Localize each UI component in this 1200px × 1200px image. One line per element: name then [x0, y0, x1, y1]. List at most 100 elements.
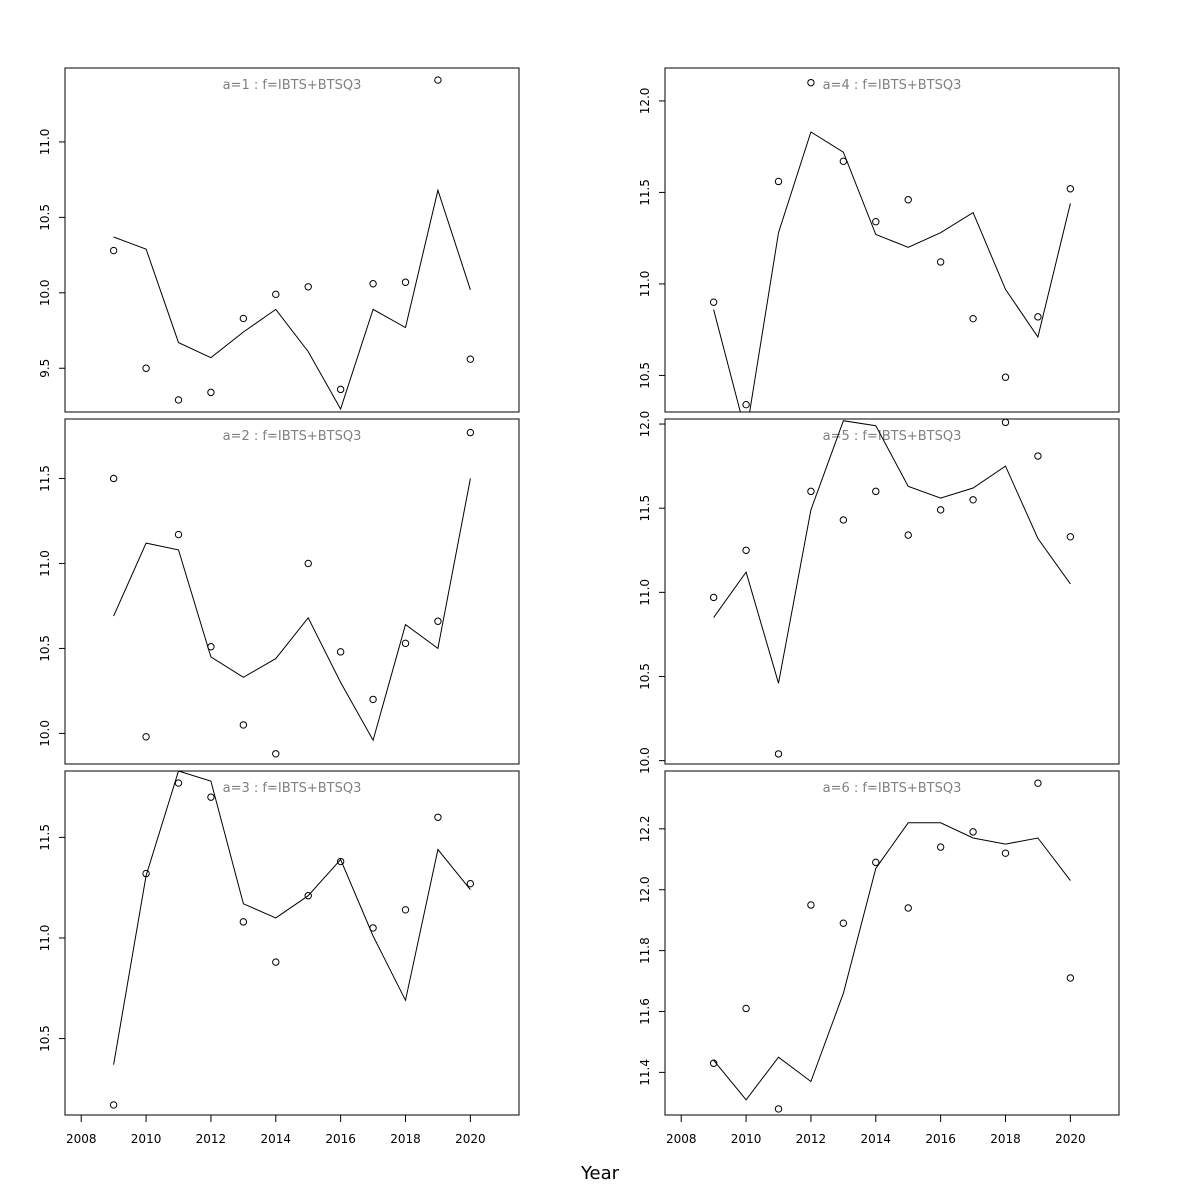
observed-point	[401, 639, 410, 648]
panel-6: 11.4 11.6 11.8 12.0 12.2 a=6 : f=IBTS+BTSQ3	[638, 770, 1120, 1116]
y-tick-label: 11.5	[38, 465, 52, 492]
y-tick-label: 12.2	[638, 815, 652, 842]
observed-point	[1066, 533, 1075, 541]
observed-point	[207, 793, 215, 801]
y-tick-label: 11.0	[38, 129, 52, 156]
observed-point	[336, 857, 345, 866]
observed-point	[742, 400, 750, 409]
observed-point	[272, 958, 280, 966]
x-tick-label: 2008	[666, 1132, 697, 1146]
fitted-line	[113, 478, 471, 742]
y-tick-label: 11.5	[38, 824, 52, 851]
observed-point	[239, 314, 248, 323]
observed-point	[807, 487, 815, 496]
observed-point	[434, 617, 442, 625]
data-layer	[709, 419, 1075, 758]
observed-point	[466, 428, 475, 437]
panel-title: a=1 : f=IBTS+BTSQ3	[223, 78, 362, 93]
observed-point	[466, 879, 475, 888]
observed-point	[142, 869, 150, 878]
y-tick-label: 11.0	[38, 550, 52, 577]
observed-point	[336, 385, 345, 394]
observed-point	[1066, 185, 1075, 193]
y-tick-label: 10.5	[638, 663, 652, 690]
x-tick-label: 2012	[796, 1132, 827, 1146]
panel-title: a=4 : f=IBTS+BTSQ3	[823, 78, 962, 93]
panel-frame	[664, 418, 1120, 765]
observed-point	[109, 1101, 118, 1109]
y-tick-label: 11.0	[38, 925, 52, 952]
observed-point	[807, 78, 815, 87]
y-tick-label: 11.5	[638, 179, 652, 206]
observed-point	[207, 643, 215, 651]
panel-2: 10.5 11.0 11.5 12.0 a=4 : f=IBTS+BTSQ3	[638, 67, 1120, 413]
y-tick-label: 12.0	[638, 88, 652, 115]
data-layer	[109, 771, 475, 1109]
y-tick-label: 12.0	[638, 876, 652, 903]
observed-point	[304, 892, 312, 900]
observed-point	[839, 516, 848, 524]
observed-point	[872, 858, 880, 867]
observed-point	[401, 906, 410, 914]
panel-1: 9.5 10.0 10.5 11.0 a=1 : f=IBTS+BTSQ3	[38, 67, 520, 413]
panel-title: a=2 : f=IBTS+BTSQ3	[223, 429, 362, 444]
panel-frame	[64, 770, 520, 1116]
x-tick-label: 2012	[196, 1132, 227, 1146]
y-tick-label: 11.5	[638, 495, 652, 522]
observed-point	[742, 546, 750, 554]
y-tick-label: 10.5	[38, 1025, 52, 1052]
panels-group: 9.5 10.0 10.5 11.0 a=1 : f=IBTS+BTSQ3 10.5 11.…	[38, 67, 1120, 1116]
x-tick-label: 2016	[325, 1132, 356, 1146]
observed-point	[1001, 849, 1010, 857]
x-tick-label: 2010	[731, 1132, 762, 1146]
observed-point	[174, 779, 183, 787]
observed-point	[174, 396, 183, 404]
observed-point	[969, 314, 977, 323]
y-tick-label: 10.5	[38, 635, 52, 662]
observed-point	[774, 177, 783, 186]
panel-title: a=3 : f=IBTS+BTSQ3	[223, 781, 362, 796]
observed-point	[709, 593, 718, 602]
observed-point	[1001, 419, 1010, 427]
observed-point	[1066, 974, 1075, 982]
observed-point	[709, 298, 718, 306]
observed-point	[1034, 313, 1042, 321]
fitted-line	[713, 131, 1071, 412]
observed-point	[207, 388, 215, 397]
y-tick-label: 11.6	[638, 998, 652, 1025]
y-tick-label: 10.5	[638, 362, 652, 389]
x-axis-title: Year	[580, 1163, 620, 1184]
observed-point	[401, 278, 410, 286]
x-axis-2: 2008 2010 2012 2014 2016 2018 2020	[666, 1114, 1086, 1146]
x-tick-label: 2014	[861, 1132, 892, 1146]
observed-point	[336, 648, 345, 656]
data-layer	[109, 428, 475, 758]
x-tick-label: 2018	[390, 1132, 421, 1146]
fitted-line	[713, 822, 1071, 1101]
panel-frame	[664, 67, 1120, 413]
observed-point	[369, 695, 377, 704]
observed-point	[872, 218, 880, 226]
y-tick-label: 11.4	[638, 1059, 652, 1086]
observed-point	[142, 364, 150, 372]
observed-point	[434, 813, 442, 821]
observed-point	[272, 290, 280, 299]
observed-point	[872, 487, 880, 496]
observed-point	[1001, 373, 1010, 381]
panel-3: 10.0 10.5 11.0 11.5 a=2 : f=IBTS+BTSQ3	[38, 418, 520, 765]
panel-title: a=6 : f=IBTS+BTSQ3	[823, 781, 962, 796]
observed-point	[839, 919, 848, 927]
observed-point	[174, 530, 183, 539]
panel-5: 10.5 11.0 11.5 a=3 : f=IBTS+BTSQ3	[38, 770, 520, 1116]
panel-4: 10.0 10.5 11.0 11.5 12.0 a=5 : f=IBTS+BTSQ3	[638, 411, 1120, 774]
data-layer	[709, 779, 1075, 1113]
observed-point	[709, 1059, 718, 1067]
observed-point	[904, 531, 912, 539]
panel-frame	[664, 770, 1120, 1116]
observed-point	[969, 828, 977, 836]
fitted-line	[713, 420, 1071, 684]
x-tick-label: 2018	[990, 1132, 1021, 1146]
observed-point	[272, 750, 280, 758]
data-layer	[109, 76, 475, 411]
